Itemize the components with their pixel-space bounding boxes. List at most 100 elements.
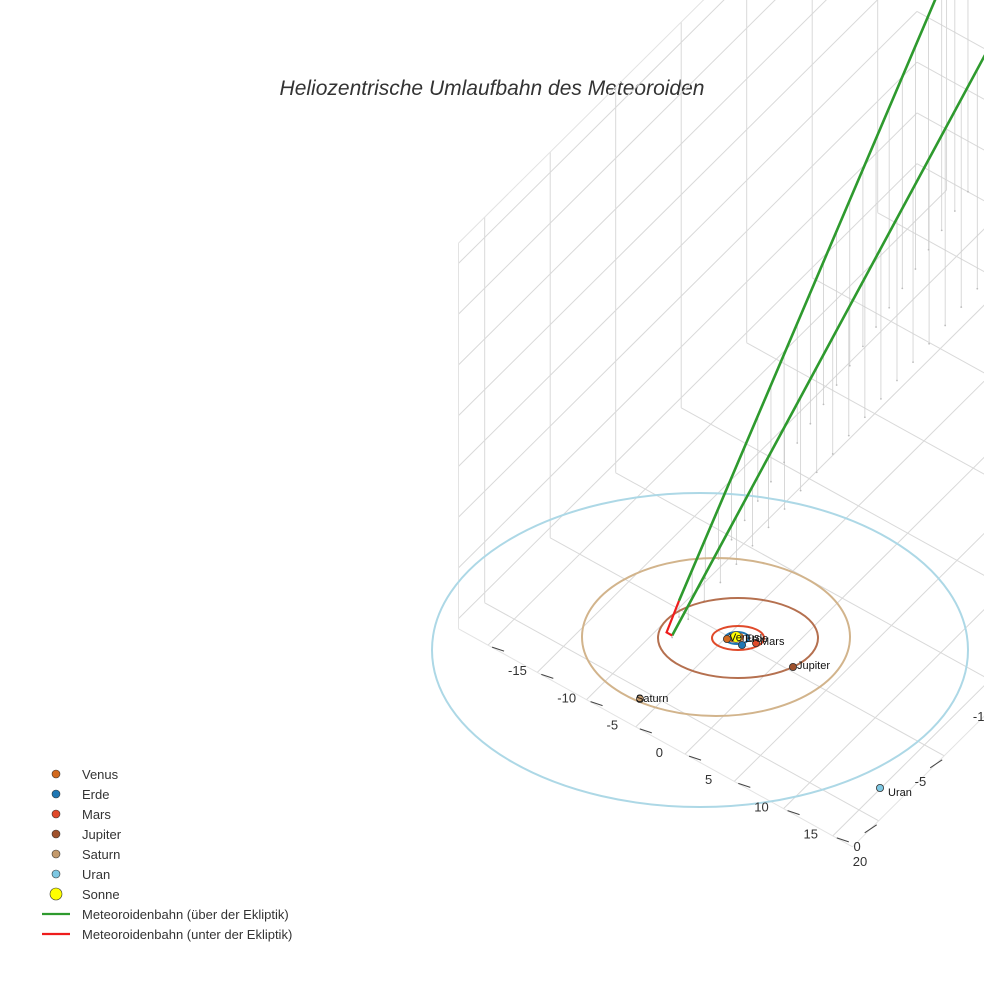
chart-title: Heliozentrische Umlaufbahn des Meteoroid… (280, 77, 705, 100)
grid-floor-x (484, 602, 879, 822)
y-tick-mark (639, 728, 652, 734)
grid-floor-y (733, 532, 984, 782)
y-tick-label: 20 (853, 854, 867, 869)
grid-wall-yz (917, 0, 984, 26)
y-tick-label: -5 (607, 718, 619, 733)
drop-foot (863, 416, 866, 419)
x-tick-label: -10 (973, 709, 984, 724)
legend-marker-venus (51, 769, 61, 779)
drop-foot (704, 577, 707, 580)
legend: Venus Erde Mars Jupiter Saturn Uran Sonne Meteo… (42, 767, 292, 942)
drop-foot (967, 190, 969, 193)
drop-foot (767, 526, 770, 529)
drop-foot (678, 616, 680, 618)
planet-mars (752, 639, 761, 648)
grid-edge (458, 0, 705, 244)
legend-marker-mars (51, 809, 61, 819)
drop-foot (976, 287, 979, 290)
legend-label-jupiter: Jupiter (82, 827, 122, 842)
meteoroid-lower-branch (671, 54, 984, 637)
drop-foot (687, 618, 690, 621)
grid-floor-y (783, 609, 984, 810)
drop-foot (815, 471, 818, 474)
drop-foot (960, 306, 963, 308)
planet-label-uran: Uran (888, 787, 912, 799)
drop-foot (751, 544, 754, 547)
meteoroid-trajectory (665, 0, 984, 637)
legend-label-sonne: Sonne (82, 887, 120, 902)
drop-foot (719, 581, 722, 584)
drop-foot (940, 229, 943, 232)
grid-wall-yz (917, 0, 984, 179)
grid-floor-y (684, 456, 984, 755)
grid-floor-y (635, 380, 984, 728)
drop-foot (912, 361, 914, 364)
planet-label-jupiter: Jupiter (797, 660, 830, 672)
grid-wall-xz (458, 0, 725, 264)
y-tick-mark (491, 646, 505, 652)
drop-foot (880, 397, 882, 400)
grid-floor-y (832, 685, 984, 837)
orbit-jupiter (657, 597, 819, 679)
y-tick-label: -10 (557, 690, 576, 705)
grid-edge (917, 0, 984, 6)
grid-wall-yz (916, 112, 984, 151)
drop-foot (756, 500, 759, 502)
y-tick-mark (787, 810, 800, 816)
y-tick-label: 10 (754, 799, 768, 814)
legend-marker-saturn (51, 849, 61, 859)
legend-marker-uran (51, 869, 61, 879)
grid-wall-yz (916, 163, 984, 202)
drop-foot (783, 508, 786, 510)
y-tick-mark (590, 701, 603, 707)
drop-foot (770, 480, 772, 483)
legend-label-meteoroid-1: Meteoroidenbahn (unter der Ekliptik) (82, 927, 292, 942)
sun-marker (730, 631, 742, 643)
drop-foot (875, 326, 877, 328)
drop-foot (888, 306, 891, 309)
drop-foot (901, 287, 904, 290)
x-tick-mark (929, 759, 943, 769)
y-axis: -15 -10 -5 0 5 10 15 20 (491, 646, 867, 869)
legend-label-erde: Erde (82, 787, 109, 802)
grid-floor-x (811, 277, 984, 374)
orbit-uran (431, 492, 969, 808)
x-axis: -30-25-20-15-10-50 (853, 709, 984, 854)
grid-floor-y (536, 228, 984, 673)
legend-marker-jupiter (51, 829, 61, 839)
grid-back-panels (458, 0, 984, 848)
drop-foot (928, 342, 930, 345)
y-tick-label: 0 (656, 745, 663, 760)
drop-foot (822, 403, 825, 406)
planet-jupiter (789, 663, 798, 672)
planet-label-erde: Erde (745, 633, 768, 645)
planet-saturn (636, 695, 645, 704)
drop-foot (783, 461, 785, 464)
y-tick-mark (688, 755, 702, 761)
grid-wall-xz (458, 11, 918, 467)
drop-foot (809, 422, 812, 425)
drop-foot (671, 636, 674, 639)
y-tick-label: -15 (508, 663, 527, 678)
grid-floor-x (615, 472, 984, 678)
grid-floor-x (549, 537, 945, 757)
drop-foot (799, 489, 802, 492)
x-tick-label: -5 (915, 774, 927, 789)
grid-floor-y (487, 189, 947, 646)
drop-foot (796, 442, 799, 444)
grid-edge (852, 715, 984, 848)
y-tick-label: 5 (705, 772, 712, 787)
drop-foot (927, 248, 930, 251)
drop-foot (847, 434, 850, 437)
grid-wall-xz (458, 0, 879, 417)
grid-wall-yz (916, 61, 984, 100)
grid-wall-yz (917, 0, 984, 77)
y-tick-mark (836, 837, 849, 843)
y-tick-mark (738, 782, 751, 788)
meteoroid-drop-lines (671, 0, 979, 639)
drop-foot (896, 379, 898, 382)
x-tick-label: 0 (853, 839, 860, 854)
grid-floor-x (746, 342, 984, 475)
